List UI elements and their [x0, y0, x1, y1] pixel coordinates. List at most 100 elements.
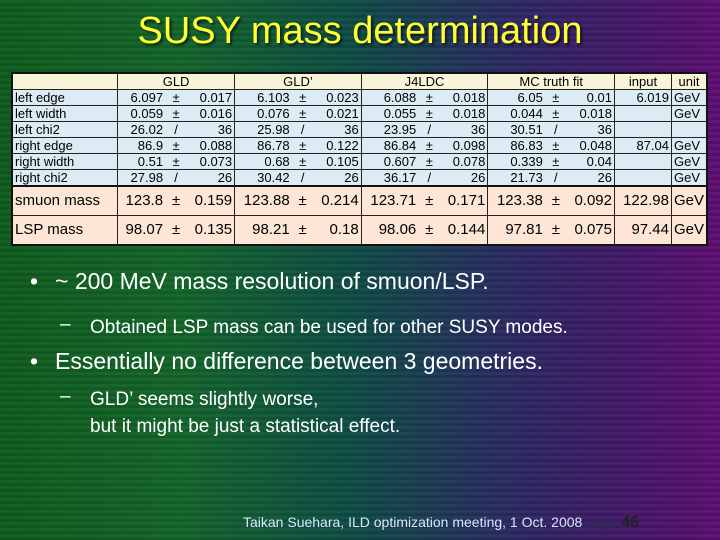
header-j4ldc: J4LDC	[360, 72, 489, 90]
cell-separator: ±	[291, 89, 314, 106]
table-header-row: GLD GLD’ J4LDC MC truth fit input unit	[11, 72, 708, 90]
cell-separator: /	[418, 121, 441, 138]
cell-value: 6.097	[117, 89, 166, 106]
header-gld: GLD	[116, 72, 236, 90]
cell-value: 0.51	[117, 153, 166, 170]
cell-value: 86.78	[234, 137, 292, 154]
cell-error: 0.144	[440, 215, 489, 246]
header-mc-truth: MC truth fit	[487, 72, 615, 90]
header-input: input	[613, 72, 672, 90]
table-row: LSP mass 98.07 ±0.135 98.21 ±0.18 98.06 ±0.144…	[11, 215, 708, 246]
cell-separator: ±	[291, 185, 314, 216]
cell-separator: ±	[418, 137, 441, 154]
cell-error: 26	[566, 169, 615, 187]
cell-value: 86.84	[360, 137, 419, 154]
table-row: smuon mass 123.8 ±0.159 123.88 ±0.214 123.71 ±…	[11, 185, 708, 216]
cell-value: 98.06	[360, 215, 419, 246]
cell-error: 0.18	[313, 215, 362, 246]
cell-separator: ±	[165, 215, 188, 246]
cell-input	[613, 153, 672, 170]
cell-value: 0.055	[360, 105, 419, 122]
cell-error: 0.016	[187, 105, 236, 122]
row-label: left chi2	[11, 121, 118, 138]
table-row: left chi2 26.02/36 25.98/36 23.95/36 30.51/3…	[11, 121, 708, 138]
cell-value: 27.98	[117, 169, 166, 187]
cell-input: 87.04	[613, 137, 672, 154]
cell-error: 0.073	[187, 153, 236, 170]
cell-separator: /	[418, 169, 441, 187]
header-gld-prime: GLD’	[234, 72, 362, 90]
row-label: smuon mass	[11, 185, 118, 216]
cell-value: 98.07	[117, 215, 166, 246]
cell-value: 23.95	[360, 121, 419, 138]
cell-separator: ±	[544, 215, 567, 246]
cell-value: 30.42	[234, 169, 292, 187]
footer: Taikan Suehara, ILD optimization meeting…	[243, 514, 639, 532]
cell-unit	[670, 121, 708, 138]
cell-unit: GeV	[670, 215, 708, 246]
page-label: page	[586, 514, 618, 530]
cell-separator: ±	[291, 105, 314, 122]
cell-separator: ±	[291, 137, 314, 154]
cell-value: 26.02	[117, 121, 166, 138]
cell-error: 0.04	[566, 153, 615, 170]
cell-value: 0.607	[360, 153, 419, 170]
cell-unit: GeV	[670, 89, 708, 106]
cell-separator: /	[165, 121, 188, 138]
cell-error: 0.018	[440, 105, 489, 122]
cell-separator: ±	[418, 89, 441, 106]
cell-error: 0.092	[566, 185, 615, 216]
cell-error: 36	[187, 121, 236, 138]
cell-value: 123.71	[360, 185, 419, 216]
cell-separator: /	[291, 169, 314, 187]
cell-input	[613, 105, 672, 122]
cell-value: 6.05	[487, 89, 545, 106]
cell-error: 0.023	[313, 89, 362, 106]
cell-input	[613, 169, 672, 187]
cell-input: 97.44	[613, 215, 672, 246]
cell-value: 123.38	[487, 185, 545, 216]
cell-unit: GeV	[670, 137, 708, 154]
results-table: GLD GLD’ J4LDC MC truth fit input unit l…	[11, 72, 708, 246]
cell-separator: ±	[165, 105, 188, 122]
cell-error: 0.105	[313, 153, 362, 170]
cell-error: 0.159	[187, 185, 236, 216]
cell-value: 86.83	[487, 137, 545, 154]
cell-value: 6.103	[234, 89, 292, 106]
cell-value: 97.81	[487, 215, 545, 246]
bullet-icon: •	[30, 268, 39, 294]
cell-error: 0.048	[566, 137, 615, 154]
cell-separator: /	[165, 169, 188, 187]
cell-value: 25.98	[234, 121, 292, 138]
table-row: right chi2 27.98/26 30.42/26 36.17/26 21.73/…	[11, 169, 708, 187]
cell-unit: GeV	[670, 185, 708, 216]
cell-value: 0.339	[487, 153, 545, 170]
cell-separator: /	[544, 121, 567, 138]
cell-error: 0.017	[187, 89, 236, 106]
header-unit: unit	[670, 72, 708, 90]
cell-unit: GeV	[670, 105, 708, 122]
cell-value: 21.73	[487, 169, 545, 187]
cell-input	[613, 121, 672, 138]
cell-separator: ±	[418, 105, 441, 122]
cell-value: 123.88	[234, 185, 292, 216]
table-row: left width 0.059 ±0.016 0.076 ±0.021 0.055 ±0.…	[11, 105, 708, 122]
cell-value: 0.68	[234, 153, 292, 170]
cell-separator: ±	[544, 105, 567, 122]
cell-error: 0.171	[440, 185, 489, 216]
table-row: right edge 86.9 ±0.088 86.78 ±0.122 86.84 ±0.0…	[11, 137, 708, 154]
header-label	[11, 72, 118, 90]
cell-error: 0.01	[566, 89, 615, 106]
dash-icon: –	[60, 314, 71, 335]
cell-error: 0.018	[566, 105, 615, 122]
cell-input: 6.019	[613, 89, 672, 106]
cell-error: 36	[566, 121, 615, 138]
cell-separator: ±	[544, 185, 567, 216]
cell-error: 26	[187, 169, 236, 187]
page-number: 46	[621, 514, 640, 531]
slide-title: SUSY mass determination	[137, 10, 583, 52]
cell-separator: ±	[165, 89, 188, 106]
cell-separator: ±	[418, 153, 441, 170]
cell-separator: ±	[291, 153, 314, 170]
bullet-icon: •	[30, 348, 39, 374]
